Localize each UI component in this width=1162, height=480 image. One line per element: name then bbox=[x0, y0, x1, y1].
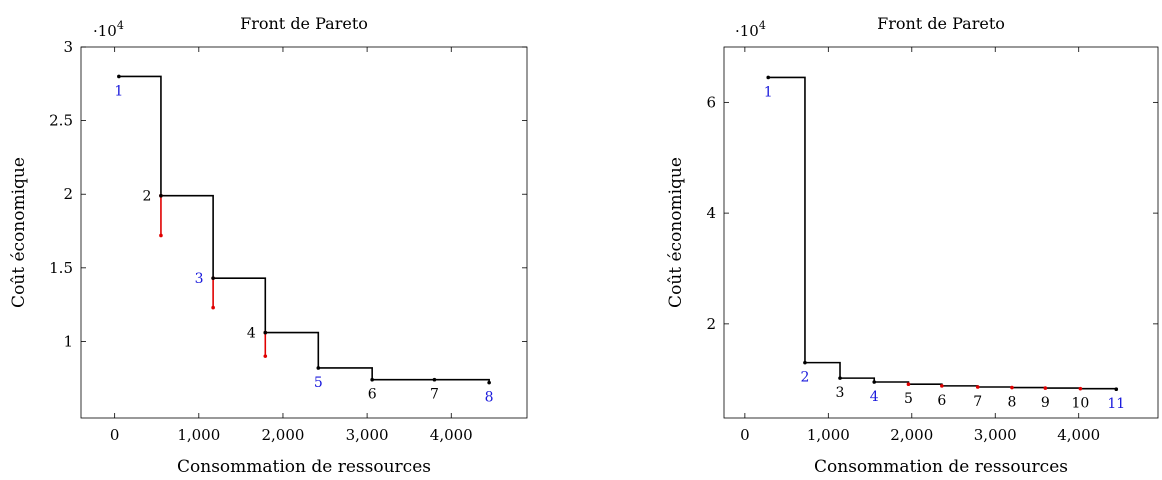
y-tick-label: 2 bbox=[63, 185, 73, 203]
x-tick-label: 3,000 bbox=[346, 426, 389, 444]
y-multiplier: ·104 bbox=[93, 19, 124, 40]
x-tick-label: 1,000 bbox=[177, 426, 220, 444]
point-label: 11 bbox=[1107, 396, 1125, 412]
data-point bbox=[872, 380, 877, 384]
x-tick-label: 1,000 bbox=[807, 426, 850, 444]
x-tick-label: 0 bbox=[740, 426, 750, 444]
y-tick-label: 2.5 bbox=[49, 112, 73, 130]
y-axis-label: Coût économique bbox=[666, 157, 686, 308]
point-label: 8 bbox=[485, 390, 494, 406]
point-label: 9 bbox=[1041, 395, 1050, 411]
data-point bbox=[211, 276, 215, 280]
data-point bbox=[1114, 387, 1119, 392]
y-multiplier-base: ·10 bbox=[735, 22, 759, 40]
pareto-chart-left: Front de Pareto 0 1,000 2,000 3,000 4,000 1 1.5… bbox=[9, 14, 528, 477]
pareto-chart-right: Front de Pareto 0 1,000 2,000 3,000 4,000 2 4 6 ·… bbox=[666, 14, 1159, 477]
data-point bbox=[906, 382, 911, 387]
data-point bbox=[803, 360, 807, 365]
y-tick-label: 4 bbox=[706, 204, 716, 222]
data-point bbox=[1010, 385, 1014, 390]
pareto-step-line bbox=[768, 76, 1118, 390]
point-label: 1 bbox=[764, 84, 773, 100]
point-label: 1 bbox=[114, 83, 123, 99]
red-drop-point bbox=[159, 233, 163, 238]
data-point bbox=[263, 330, 268, 335]
data-point bbox=[1078, 386, 1083, 391]
x-tick-label: 2,000 bbox=[261, 426, 304, 444]
data-point bbox=[487, 380, 491, 385]
y-axis-label: Coût économique bbox=[9, 157, 29, 308]
data-point bbox=[370, 377, 374, 382]
x-axis-label: Consommation de ressources bbox=[814, 457, 1068, 477]
data-point bbox=[316, 366, 321, 370]
point-label: 4 bbox=[870, 389, 879, 405]
point-label: 6 bbox=[368, 387, 377, 403]
y-multiplier-exponent: 4 bbox=[117, 19, 124, 32]
data-point bbox=[1043, 386, 1048, 390]
pareto-step-line bbox=[118, 75, 490, 383]
data-point bbox=[940, 384, 944, 388]
x-tick-label: 4,000 bbox=[430, 426, 473, 444]
point-label: 7 bbox=[973, 394, 982, 410]
data-point bbox=[159, 193, 163, 198]
point-label: 5 bbox=[904, 391, 913, 407]
red-drop-point bbox=[211, 305, 215, 310]
plot-frame bbox=[80, 46, 528, 419]
point-label: 8 bbox=[1007, 395, 1016, 411]
data-point bbox=[117, 74, 121, 79]
point-label: 7 bbox=[430, 387, 439, 403]
red-drop-point bbox=[263, 354, 268, 358]
data-point bbox=[766, 75, 771, 80]
point-label: 6 bbox=[937, 393, 946, 409]
x-axis-label: Consommation de ressources bbox=[177, 457, 431, 477]
y-multiplier-base: ·10 bbox=[93, 22, 117, 40]
point-label: 2 bbox=[142, 189, 151, 205]
y-multiplier-exponent: 4 bbox=[759, 19, 766, 32]
point-label: 3 bbox=[836, 385, 845, 401]
plot-frame bbox=[723, 46, 1159, 419]
data-point bbox=[432, 377, 437, 382]
chart-title: Front de Pareto bbox=[877, 14, 1005, 33]
y-tick-label: 1.5 bbox=[49, 259, 73, 277]
point-label: 5 bbox=[314, 375, 323, 391]
y-tick-label: 3 bbox=[63, 38, 73, 56]
y-tick-label: 1 bbox=[63, 332, 73, 350]
point-label: 4 bbox=[247, 326, 256, 342]
chart-title: Front de Pareto bbox=[240, 14, 368, 33]
y-multiplier: ·104 bbox=[735, 19, 766, 40]
point-label: 3 bbox=[195, 271, 204, 287]
y-tick-label: 2 bbox=[706, 315, 716, 333]
point-label: 2 bbox=[800, 370, 809, 386]
point-label: 10 bbox=[1071, 396, 1089, 412]
data-point bbox=[838, 376, 842, 380]
data-point bbox=[975, 385, 980, 389]
x-tick-label: 4,000 bbox=[1057, 426, 1100, 444]
x-tick-label: 0 bbox=[110, 426, 120, 444]
x-tick-label: 3,000 bbox=[974, 426, 1017, 444]
x-tick-label: 2,000 bbox=[890, 426, 933, 444]
y-tick-label: 6 bbox=[706, 93, 716, 111]
